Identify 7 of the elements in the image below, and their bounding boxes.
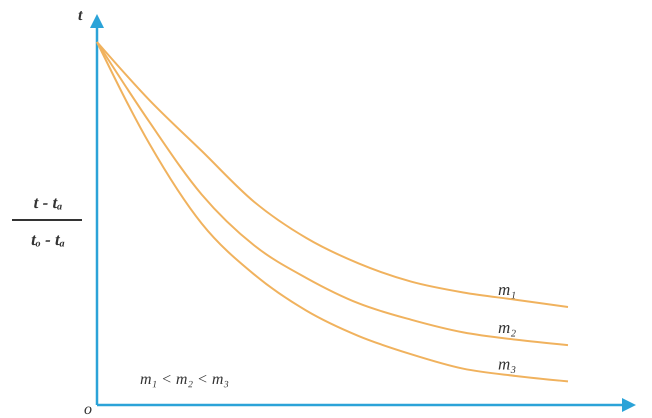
series-label: m₁ [498,280,516,299]
y-axis-title: t - tₐ tₒ - tₐ [31,193,65,249]
series-label: m₃ [498,354,516,374]
annotation: m₁ < m₂ < m₃ [140,371,229,388]
text: t [78,7,83,24]
series-label: m₂ [498,318,516,338]
text: o [84,401,92,418]
